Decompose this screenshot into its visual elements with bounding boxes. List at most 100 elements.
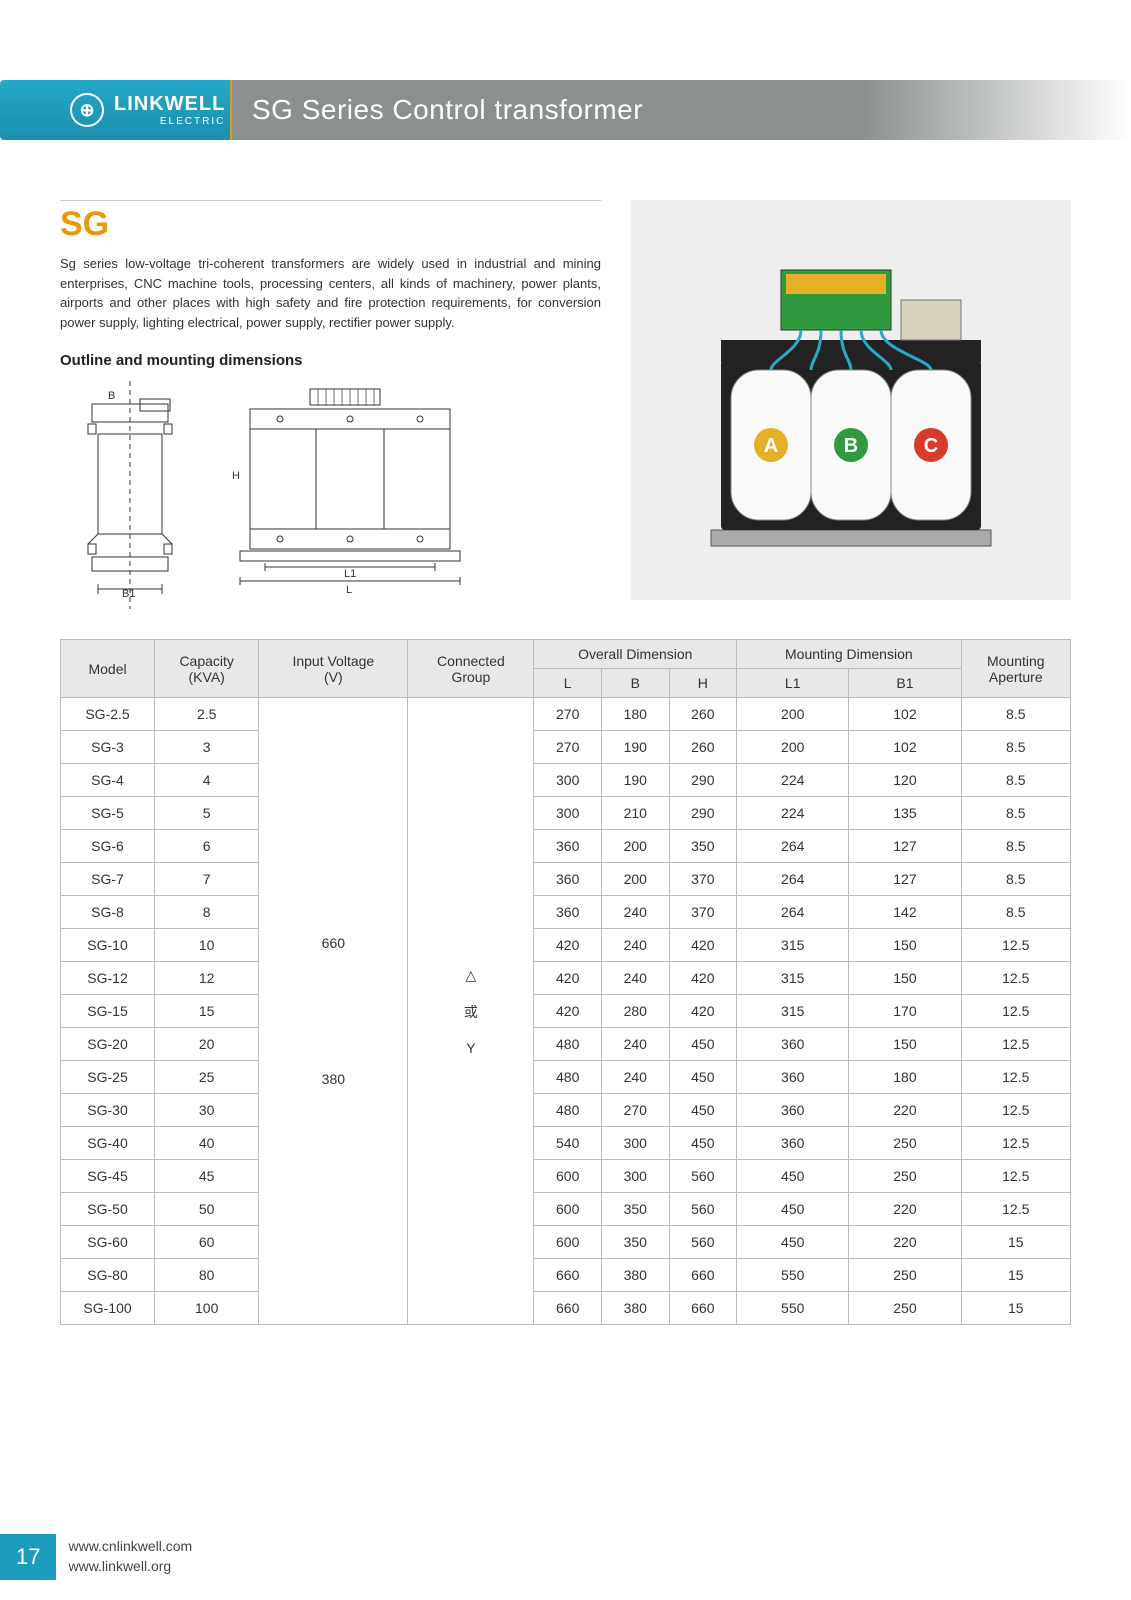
cell-L1: 450 xyxy=(737,1160,849,1193)
table-row: SG-10010066038066055025015 xyxy=(61,1292,1071,1325)
cell-B1: 150 xyxy=(849,962,961,995)
cell-H: 560 xyxy=(669,1226,737,1259)
cell-H: 290 xyxy=(669,797,737,830)
cell-B1: 250 xyxy=(849,1127,961,1160)
cell-H: 290 xyxy=(669,764,737,797)
dim-label-H: H xyxy=(232,470,240,482)
cell-B: 240 xyxy=(601,896,669,929)
cell-H: 560 xyxy=(669,1160,737,1193)
table-row: SG-773602003702641278.5 xyxy=(61,863,1071,896)
page-title: SG Series Control transformer xyxy=(230,80,1131,140)
spec-table-head: Model Capacity (KVA) Input Voltage (V) C… xyxy=(61,640,1071,698)
cell-B1: 127 xyxy=(849,830,961,863)
table-row: SG-202048024045036015012.5 xyxy=(61,1028,1071,1061)
cell-model: SG-50 xyxy=(61,1193,155,1226)
cell-H: 260 xyxy=(669,731,737,764)
cell-model: SG-15 xyxy=(61,995,155,1028)
cell-L: 360 xyxy=(534,896,602,929)
cell-B1: 150 xyxy=(849,1028,961,1061)
cell-model: SG-25 xyxy=(61,1061,155,1094)
th-overall: Overall Dimension xyxy=(534,640,737,669)
cell-aperture: 12.5 xyxy=(961,1028,1070,1061)
product-photo: A B C xyxy=(631,200,1071,600)
table-row: SG-2.52.5660380△或Y2701802602001028.5 xyxy=(61,698,1071,731)
th-overall-L: L xyxy=(534,669,602,698)
cell-L: 480 xyxy=(534,1094,602,1127)
cell-H: 660 xyxy=(669,1259,737,1292)
cell-H: 450 xyxy=(669,1127,737,1160)
cell-L1: 315 xyxy=(737,995,849,1028)
cell-L1: 264 xyxy=(737,863,849,896)
cell-aperture: 12.5 xyxy=(961,1061,1070,1094)
cell-B: 240 xyxy=(601,929,669,962)
cell-capacity: 45 xyxy=(155,1160,259,1193)
table-row: SG-101042024042031515012.5 xyxy=(61,929,1071,962)
cell-H: 420 xyxy=(669,929,737,962)
cell-capacity: 8 xyxy=(155,896,259,929)
cell-L1: 200 xyxy=(737,731,849,764)
th-capacity: Capacity (KVA) xyxy=(155,640,259,698)
cell-L1: 264 xyxy=(737,830,849,863)
cell-aperture: 8.5 xyxy=(961,896,1070,929)
table-row: SG-808066038066055025015 xyxy=(61,1259,1071,1292)
th-input-voltage: Input Voltage (V) xyxy=(259,640,408,698)
table-row: SG-553002102902241358.5 xyxy=(61,797,1071,830)
table-row: SG-454560030056045025012.5 xyxy=(61,1160,1071,1193)
top-row: SG Sg series low-voltage tri-coherent tr… xyxy=(60,200,1071,619)
cell-model: SG-6 xyxy=(61,830,155,863)
cell-model: SG-5 xyxy=(61,797,155,830)
cell-model: SG-4 xyxy=(61,764,155,797)
footer-url-1: www.cnlinkwell.com xyxy=(68,1537,192,1557)
phase-label-C: C xyxy=(924,435,938,457)
brand-sub: ELECTRIC xyxy=(114,116,225,127)
cell-capacity: 15 xyxy=(155,995,259,1028)
cell-capacity: 50 xyxy=(155,1193,259,1226)
cell-B1: 250 xyxy=(849,1160,961,1193)
footer: 17 www.cnlinkwell.com www.linkwell.org xyxy=(0,1534,192,1580)
cell-aperture: 8.5 xyxy=(961,764,1070,797)
th-model: Model xyxy=(61,640,155,698)
cell-L1: 315 xyxy=(737,962,849,995)
phase-label-B: B xyxy=(844,435,858,457)
cell-B1: 127 xyxy=(849,863,961,896)
cell-B1: 220 xyxy=(849,1193,961,1226)
th-mounting-B1: B1 xyxy=(849,669,961,698)
cell-H: 450 xyxy=(669,1061,737,1094)
table-row: SG-121242024042031515012.5 xyxy=(61,962,1071,995)
cell-aperture: 15 xyxy=(961,1292,1070,1325)
cell-B: 190 xyxy=(601,731,669,764)
outline-diagram: B B1 xyxy=(60,379,480,619)
left-column: SG Sg series low-voltage tri-coherent tr… xyxy=(60,200,601,619)
cell-H: 660 xyxy=(669,1292,737,1325)
cell-B: 190 xyxy=(601,764,669,797)
cell-B: 380 xyxy=(601,1292,669,1325)
cell-H: 260 xyxy=(669,698,737,731)
cell-connected-group: △或Y xyxy=(408,698,534,1325)
cell-aperture: 12.5 xyxy=(961,1193,1070,1226)
cell-L: 600 xyxy=(534,1160,602,1193)
cell-model: SG-20 xyxy=(61,1028,155,1061)
cell-capacity: 80 xyxy=(155,1259,259,1292)
cell-capacity: 25 xyxy=(155,1061,259,1094)
brand-logo-block: ⊕ LINKWELL ELECTRIC xyxy=(0,80,230,140)
th-overall-H: H xyxy=(669,669,737,698)
cell-H: 450 xyxy=(669,1094,737,1127)
cell-B1: 220 xyxy=(849,1226,961,1259)
cell-aperture: 8.5 xyxy=(961,731,1070,764)
cell-B: 350 xyxy=(601,1226,669,1259)
cell-B: 350 xyxy=(601,1193,669,1226)
cell-capacity: 4 xyxy=(155,764,259,797)
cell-aperture: 12.5 xyxy=(961,1160,1070,1193)
cell-B1: 180 xyxy=(849,1061,961,1094)
cell-aperture: 12.5 xyxy=(961,1127,1070,1160)
cell-L1: 550 xyxy=(737,1292,849,1325)
cell-L: 540 xyxy=(534,1127,602,1160)
header-band: ⊕ LINKWELL ELECTRIC SG Series Control tr… xyxy=(0,80,1131,140)
table-row: SG-443001902902241208.5 xyxy=(61,764,1071,797)
content-area: SG Sg series low-voltage tri-coherent tr… xyxy=(60,200,1071,1325)
table-row: SG-606060035056045022015 xyxy=(61,1226,1071,1259)
cell-capacity: 2.5 xyxy=(155,698,259,731)
cell-aperture: 12.5 xyxy=(961,1094,1070,1127)
phase-label-A: A xyxy=(764,435,778,457)
cell-B1: 150 xyxy=(849,929,961,962)
